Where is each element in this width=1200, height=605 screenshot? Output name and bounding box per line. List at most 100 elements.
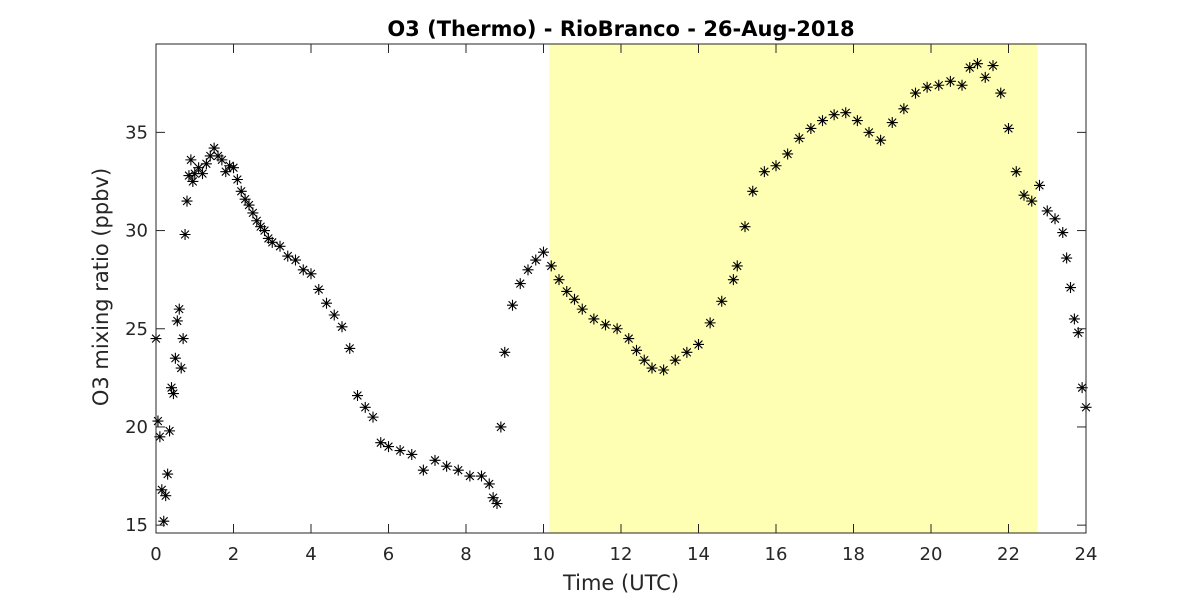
data-point-marker <box>328 309 340 321</box>
data-point-marker <box>290 254 301 266</box>
data-point-marker <box>224 160 236 172</box>
y-axis-label: O3 mixing ratio (ppbv) <box>89 168 113 406</box>
data-point-marker <box>255 221 267 233</box>
x-tick-label: 2 <box>228 544 239 565</box>
data-point-marker <box>359 401 371 413</box>
data-point-marker <box>576 303 588 315</box>
x-tick-label: 12 <box>610 544 633 565</box>
y-tick-label: 15 <box>125 515 148 536</box>
data-point-marker <box>669 354 681 366</box>
data-point-marker <box>972 58 983 70</box>
data-point-marker <box>183 170 195 182</box>
x-axis-label: Time (UTC) <box>562 571 679 595</box>
data-point-marker <box>231 174 243 186</box>
data-point-marker <box>499 346 511 358</box>
data-point-marker <box>851 115 863 127</box>
data-point-marker <box>623 333 635 345</box>
data-point-marker <box>375 437 387 449</box>
data-point-marker <box>1034 179 1045 191</box>
data-point-marker <box>321 297 332 309</box>
data-point-marker <box>220 166 232 178</box>
data-point-marker <box>1049 213 1061 225</box>
data-point-marker <box>212 150 224 162</box>
data-point-marker <box>1026 195 1038 207</box>
data-point-marker <box>1010 166 1022 178</box>
data-point-marker <box>160 490 172 502</box>
data-point-marker <box>1018 189 1030 201</box>
data-point-marker <box>561 285 573 297</box>
data-point-marker <box>522 264 534 276</box>
data-point-marker <box>171 315 183 327</box>
x-tick-label: 4 <box>305 544 316 565</box>
data-point-marker <box>921 81 933 93</box>
data-point-marker <box>344 342 356 354</box>
data-point-marker <box>487 492 499 504</box>
y-tick-label: 25 <box>125 319 148 340</box>
chart-title: O3 (Thermo) - RioBranco - 26-Aug-2018 <box>387 17 854 41</box>
data-point-marker <box>367 411 379 423</box>
data-point-marker <box>239 193 251 205</box>
data-point-marker <box>731 260 743 272</box>
data-point-marker <box>305 268 317 280</box>
data-point-marker <box>483 478 495 490</box>
data-point-marker <box>313 283 325 295</box>
data-point-marker <box>162 468 174 480</box>
x-tick-label: 16 <box>765 544 788 565</box>
data-point-marker <box>429 454 441 466</box>
data-point-marker <box>167 388 179 400</box>
data-point-marker <box>193 162 205 174</box>
data-point-marker <box>491 498 503 510</box>
data-point-marker <box>1072 327 1084 339</box>
data-point-marker <box>352 390 363 402</box>
x-tick-label: 22 <box>997 544 1020 565</box>
x-tick-label: 20 <box>920 544 943 565</box>
data-point-marker <box>553 274 565 286</box>
data-point-marker <box>208 142 220 154</box>
data-point-marker <box>297 264 309 276</box>
data-point-marker <box>758 166 770 178</box>
data-point-marker <box>417 464 429 476</box>
data-point-marker <box>545 260 557 272</box>
data-point-marker <box>152 415 164 427</box>
data-point-marker <box>158 515 170 527</box>
data-point-marker <box>247 207 259 219</box>
data-point-marker <box>1061 252 1073 264</box>
x-tick-label: 10 <box>532 544 555 565</box>
x-tick-label: 14 <box>687 544 710 565</box>
y-tick-label: 35 <box>125 122 148 143</box>
data-point-marker <box>164 425 176 437</box>
data-point-marker <box>933 79 945 91</box>
data-point-marker <box>704 317 716 329</box>
data-point-marker <box>964 62 976 74</box>
data-point-marker <box>646 362 658 374</box>
data-point-marker <box>175 362 187 374</box>
data-point-marker <box>611 323 623 335</box>
data-point-marker <box>956 79 968 91</box>
data-point-marker <box>452 464 464 476</box>
data-point-marker <box>1076 382 1088 394</box>
data-point-marker <box>530 254 542 266</box>
data-point-marker <box>995 87 1007 99</box>
data-point-marker <box>739 221 751 233</box>
data-point-marker <box>169 352 181 364</box>
data-point-marker <box>173 303 185 315</box>
data-point-marker <box>1065 282 1076 294</box>
data-point-marker <box>266 236 278 248</box>
daylight-shaded-region <box>549 44 1038 533</box>
data-point-marker <box>600 319 611 331</box>
data-point-marker <box>863 126 875 138</box>
data-point-marker <box>782 148 794 160</box>
data-point-marker <box>569 293 580 305</box>
data-point-marker <box>693 338 704 350</box>
data-point-marker <box>259 225 270 237</box>
data-point-marker <box>179 228 191 240</box>
data-point-marker <box>228 162 239 174</box>
data-point-marker <box>805 122 817 134</box>
data-point-marker <box>840 107 852 119</box>
data-point-marker <box>987 60 999 72</box>
x-tick-label: 0 <box>150 544 161 565</box>
data-point-marker <box>243 199 255 211</box>
data-point-marker <box>166 382 177 394</box>
data-point-marker <box>631 344 642 356</box>
